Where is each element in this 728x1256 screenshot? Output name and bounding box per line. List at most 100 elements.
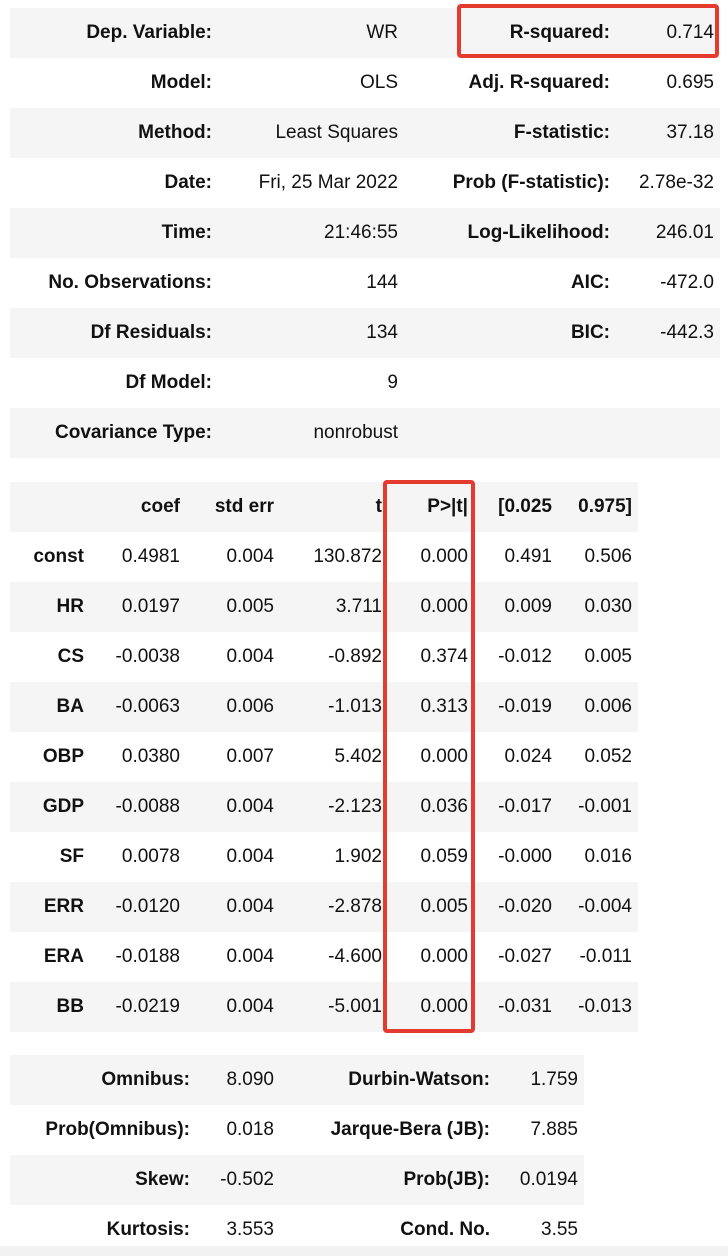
coef-variable: ERA bbox=[43, 946, 84, 967]
coef-cell: -0.020 bbox=[498, 896, 552, 917]
coef-cell: 0.006 bbox=[584, 696, 632, 717]
coef-cell: 0.004 bbox=[226, 846, 274, 867]
summary-value: 9 bbox=[387, 372, 398, 393]
coef-cell: 5.402 bbox=[334, 746, 382, 767]
summary-row: Time: 21:46:55 Log-Likelihood: 246.01 bbox=[10, 208, 720, 258]
coef-variable: BA bbox=[56, 696, 84, 717]
diagnostics-value: 1.759 bbox=[530, 1069, 578, 1090]
coef-cell: 0.000 bbox=[420, 546, 468, 567]
coef-cell: 0.005 bbox=[420, 896, 468, 917]
summary-label: Dep. Variable: bbox=[86, 22, 212, 43]
coef-header: [0.025 bbox=[498, 496, 552, 517]
coef-cell: 0.052 bbox=[584, 746, 632, 767]
diagnostics-label: Jarque-Bera (JB): bbox=[330, 1119, 490, 1140]
summary-label: Method: bbox=[138, 122, 212, 143]
coef-cell: -0.0219 bbox=[115, 996, 180, 1017]
coef-cell: 0.0380 bbox=[121, 746, 180, 767]
coef-cell: 0.004 bbox=[226, 646, 274, 667]
coef-cell: -0.012 bbox=[498, 646, 552, 667]
coef-cell: -0.013 bbox=[578, 996, 632, 1017]
coef-header: t bbox=[375, 496, 382, 517]
coef-row: GDP -0.0088 0.004 -2.123 0.036 -0.017 -0… bbox=[10, 782, 638, 832]
summary-label: Prob (F-statistic): bbox=[452, 172, 610, 193]
summary-value: 37.18 bbox=[666, 122, 714, 143]
coef-variable: CS bbox=[57, 646, 84, 667]
diagnostics-label: Prob(JB): bbox=[403, 1169, 490, 1190]
coef-cell: 0.024 bbox=[504, 746, 552, 767]
summary-label: Covariance Type: bbox=[55, 422, 212, 443]
coef-cell: 0.007 bbox=[226, 746, 274, 767]
summary-value: 144 bbox=[366, 272, 398, 293]
summary-label: Time: bbox=[161, 222, 212, 243]
coef-row: const 0.4981 0.004 130.872 0.000 0.491 0… bbox=[10, 532, 638, 582]
coef-row: SF 0.0078 0.004 1.902 0.059 -0.000 0.016 bbox=[10, 832, 638, 882]
coef-variable: HR bbox=[56, 596, 84, 617]
coef-cell: -0.011 bbox=[579, 946, 632, 967]
summary-row: Model: OLS Adj. R-squared: 0.695 bbox=[10, 58, 720, 108]
coef-cell: 0.000 bbox=[420, 596, 468, 617]
coef-cell: 0.005 bbox=[584, 646, 632, 667]
summary-label: Model: bbox=[150, 72, 212, 93]
coef-cell: -2.878 bbox=[328, 896, 382, 917]
coef-cell: -0.0088 bbox=[115, 796, 180, 817]
summary-row: No. Observations: 144 AIC: -472.0 bbox=[10, 258, 720, 308]
diagnostics-value: 3.55 bbox=[541, 1219, 578, 1240]
coef-cell: 1.902 bbox=[334, 846, 382, 867]
coef-cell: 0.036 bbox=[420, 796, 468, 817]
coef-cell: 0.506 bbox=[584, 546, 632, 567]
coef-cell: 0.016 bbox=[584, 846, 632, 867]
coef-cell: -0.001 bbox=[578, 796, 632, 817]
summary-value: 0.695 bbox=[666, 72, 714, 93]
coef-row: ERA -0.0188 0.004 -4.600 0.000 -0.027 -0… bbox=[10, 932, 638, 982]
diagnostics-row: Omnibus: 8.090 Durbin-Watson: 1.759 bbox=[10, 1055, 584, 1105]
coef-cell: -5.001 bbox=[328, 996, 382, 1017]
diagnostics-row: Skew: -0.502 Prob(JB): 0.0194 bbox=[10, 1155, 584, 1205]
coef-variable: BB bbox=[56, 996, 84, 1017]
coef-cell: -0.0120 bbox=[115, 896, 180, 917]
summary-value: 134 bbox=[366, 322, 398, 343]
diagnostics-label: Prob(Omnibus): bbox=[45, 1119, 190, 1140]
summary-row: Df Residuals: 134 BIC: -442.3 bbox=[10, 308, 720, 358]
coef-cell: 0.059 bbox=[420, 846, 468, 867]
summary-value: OLS bbox=[359, 72, 398, 93]
diagnostics-value: 0.018 bbox=[226, 1119, 274, 1140]
coef-cell: -0.019 bbox=[498, 696, 552, 717]
summary-value: -442.3 bbox=[660, 322, 714, 343]
summary-value: Fri, 25 Mar 2022 bbox=[258, 172, 398, 193]
coef-row: BB -0.0219 0.004 -5.001 0.000 -0.031 -0.… bbox=[10, 982, 638, 1032]
diagnostics-value: 7.885 bbox=[530, 1119, 578, 1140]
coef-header-row: coef std err t P>|t| [0.025 0.975] bbox=[10, 482, 638, 532]
summary-label: No. Observations: bbox=[48, 272, 212, 293]
coef-variable: GDP bbox=[42, 796, 84, 817]
coef-cell: -2.123 bbox=[328, 796, 382, 817]
diagnostics-label: Cond. No. bbox=[400, 1219, 490, 1240]
summary-row: Date: Fri, 25 Mar 2022 Prob (F-statistic… bbox=[10, 158, 720, 208]
coef-header: coef bbox=[140, 496, 180, 517]
coef-header bbox=[10, 482, 90, 532]
diagnostics-row: Prob(Omnibus): 0.018 Jarque-Bera (JB): 7… bbox=[10, 1105, 584, 1155]
summary-value: 246.01 bbox=[655, 222, 714, 243]
coef-header: std err bbox=[214, 496, 274, 517]
model-summary-table: Dep. Variable: WR R-squared: 0.714 Model… bbox=[10, 8, 720, 458]
bottom-divider bbox=[0, 1246, 728, 1256]
diagnostics-value: 3.553 bbox=[226, 1219, 274, 1240]
diagnostics-table: Omnibus: 8.090 Durbin-Watson: 1.759 Prob… bbox=[10, 1055, 584, 1255]
summary-label: Date: bbox=[164, 172, 212, 193]
coef-cell: 0.030 bbox=[584, 596, 632, 617]
coef-cell: 0.000 bbox=[420, 946, 468, 967]
summary-row: Dep. Variable: WR R-squared: 0.714 bbox=[10, 8, 720, 58]
coef-cell: -0.031 bbox=[498, 996, 552, 1017]
coef-cell: 0.313 bbox=[420, 696, 468, 717]
coef-cell: 0.000 bbox=[420, 996, 468, 1017]
coef-cell: 0.009 bbox=[504, 596, 552, 617]
coefficients-table: coef std err t P>|t| [0.025 0.975] const… bbox=[10, 482, 638, 1032]
summary-label: Df Model: bbox=[125, 372, 212, 393]
coef-cell: 0.004 bbox=[226, 796, 274, 817]
coef-cell: 0.004 bbox=[226, 896, 274, 917]
summary-row: Covariance Type: nonrobust bbox=[10, 408, 720, 458]
coef-cell: 0.491 bbox=[504, 546, 552, 567]
diagnostics-value: 0.0194 bbox=[519, 1169, 578, 1190]
coef-row: BA -0.0063 0.006 -1.013 0.313 -0.019 0.0… bbox=[10, 682, 638, 732]
coef-cell: 0.004 bbox=[226, 946, 274, 967]
summary-value: 2.78e-32 bbox=[638, 172, 714, 193]
